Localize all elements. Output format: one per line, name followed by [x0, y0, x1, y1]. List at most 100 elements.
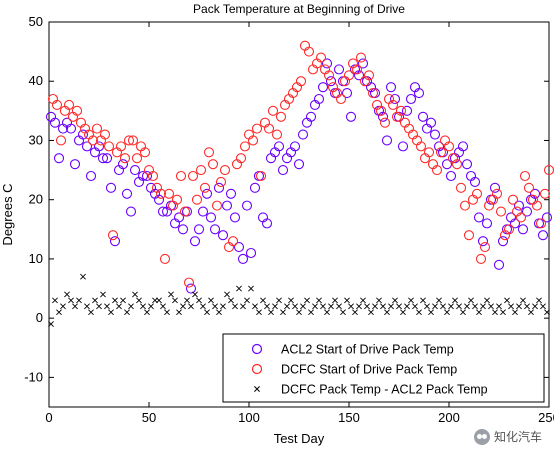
- data-point: [508, 303, 514, 310]
- data-point: [459, 200, 471, 211]
- data-point: [205, 212, 217, 223]
- data-point: [187, 170, 199, 182]
- data-point: [245, 247, 257, 259]
- data-point: [531, 200, 543, 211]
- data-point: [123, 135, 135, 146]
- data-point: [93, 141, 105, 152]
- data-point: [76, 297, 82, 304]
- data-point: [124, 309, 130, 316]
- data-point: [472, 303, 478, 310]
- data-point: [521, 206, 533, 217]
- data-point: [376, 297, 382, 304]
- data-point: [185, 283, 197, 294]
- data-point: [100, 291, 106, 298]
- data-point: [228, 297, 234, 304]
- data-point: [336, 303, 342, 310]
- data-point: [179, 206, 191, 217]
- data-point: [183, 277, 195, 288]
- data-point: [55, 135, 67, 146]
- wechat-icon: [473, 428, 490, 445]
- data-point: [136, 297, 142, 304]
- data-point: [507, 194, 519, 205]
- data-point: [293, 159, 305, 170]
- data-point: [316, 297, 322, 304]
- data-point: [343, 70, 355, 81]
- data-point: [479, 242, 491, 253]
- data-point: [493, 259, 505, 270]
- data-point: [141, 170, 153, 182]
- data-point: [435, 147, 447, 158]
- data-point: [208, 297, 214, 304]
- data-point: [425, 117, 437, 128]
- y-tick-label: 20: [29, 192, 43, 207]
- data-point: [69, 159, 81, 170]
- data-point: [120, 297, 126, 304]
- data-point: [177, 224, 189, 235]
- data-point: [97, 153, 109, 164]
- data-point: [140, 303, 146, 310]
- data-point: [457, 141, 469, 152]
- data-point: [184, 297, 190, 304]
- data-point: [497, 236, 509, 247]
- data-point: [292, 303, 298, 310]
- data-point: [271, 129, 283, 140]
- data-point: [255, 170, 267, 182]
- legend-label: ACL2 Start of Drive Pack Temp: [281, 343, 454, 357]
- data-point: [460, 309, 466, 316]
- data-point: [416, 309, 422, 316]
- data-point: [489, 182, 501, 193]
- data-point: [267, 105, 279, 116]
- data-point: [65, 123, 77, 134]
- data-point: [392, 297, 398, 304]
- data-point: [176, 309, 182, 316]
- data-point: [345, 111, 357, 122]
- data-point: [180, 303, 186, 310]
- data-point: [496, 303, 502, 310]
- data-point: [71, 105, 83, 116]
- data-point: [181, 206, 193, 217]
- data-point: [353, 70, 365, 81]
- data-point: [355, 52, 367, 63]
- data-point: [480, 303, 486, 310]
- data-point: [503, 224, 515, 235]
- data-point: [273, 141, 285, 152]
- data-point: [443, 141, 455, 152]
- data-point: [252, 303, 258, 310]
- data-point: [272, 303, 278, 310]
- data-point: [60, 303, 66, 310]
- data-point: [352, 309, 358, 316]
- data-point: [148, 303, 154, 310]
- y-axis: -10 0 10 20 30 40 50: [24, 14, 549, 384]
- watermark-text: 知化汽车: [493, 430, 542, 444]
- data-point: [412, 303, 418, 310]
- data-point: [193, 224, 205, 235]
- data-point: [280, 309, 286, 316]
- data-point: [91, 123, 103, 134]
- data-point: [519, 170, 531, 182]
- data-point: [227, 236, 239, 247]
- data-point: [452, 297, 458, 304]
- data-point: [197, 206, 209, 217]
- data-point: [308, 309, 314, 316]
- data-point: [253, 170, 265, 182]
- data-point: [463, 230, 475, 241]
- data-point: [171, 194, 183, 205]
- data-point: [101, 153, 113, 164]
- data-point: [107, 230, 119, 241]
- data-point: [387, 99, 399, 110]
- data-point: [451, 159, 463, 170]
- data-point: [188, 303, 194, 310]
- data-point: [211, 200, 223, 211]
- data-point: [63, 99, 75, 110]
- data-point: [216, 309, 222, 316]
- data-point: [99, 129, 111, 140]
- data-point: [81, 141, 93, 152]
- data-point: [225, 188, 237, 199]
- data-point: [64, 291, 70, 298]
- data-point: [417, 111, 429, 122]
- data-point: [92, 297, 98, 304]
- data-point: [261, 218, 273, 229]
- data-point: [516, 303, 522, 310]
- data-point: [388, 303, 394, 310]
